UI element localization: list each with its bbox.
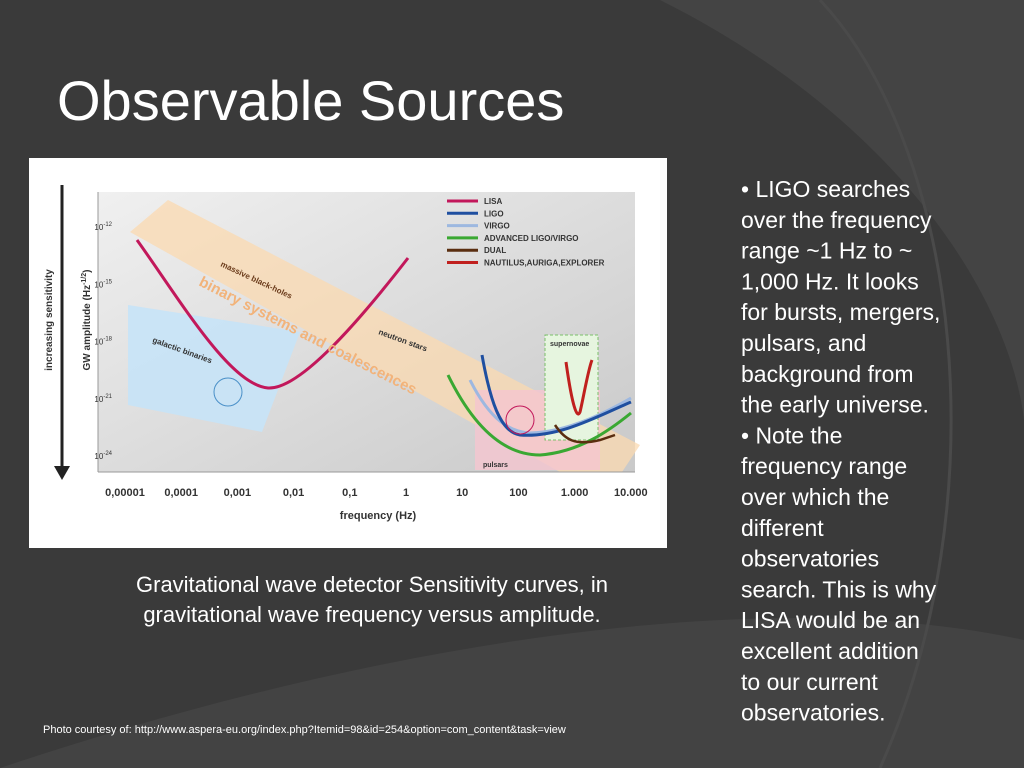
tick-base: 10	[94, 395, 103, 404]
credit: Photo courtesy of: http://www.aspera-eu.…	[43, 724, 566, 736]
bullet-line: over the frequency	[741, 207, 932, 233]
caption-line: Gravitational wave detector Sensitivity …	[136, 572, 608, 597]
x-tick-label: 10.000	[614, 487, 648, 499]
y-label: GW amplitude (Hz-1/2)	[81, 270, 93, 371]
bullet-line: • LIGO searches	[741, 176, 910, 202]
x-tick-label: 0,001	[224, 487, 252, 499]
bullet-line: frequency range	[741, 453, 907, 479]
bullet-line: to our current	[741, 669, 878, 695]
tick-exp: -18	[103, 337, 112, 343]
outer-y-label: increasing sensitivity	[44, 269, 55, 371]
y-label-exp: -1/2	[81, 273, 88, 285]
y-tick-label: 10-21	[94, 394, 112, 404]
legend-label: LISA	[484, 197, 502, 206]
legend-label: ADVANCED LIGO/VIRGO	[484, 234, 579, 243]
galactic-region	[128, 305, 300, 432]
legend-label: NAUTILUS,AURIGA,EXPLORER	[484, 259, 605, 268]
x-tick-label: 0,1	[342, 487, 357, 499]
swoosh-line	[818, 0, 953, 768]
x-tick-label: 10	[456, 487, 468, 499]
arrow-head	[54, 466, 70, 480]
bullet-line: LISA would be an	[741, 607, 920, 633]
x-tick-label: 0,01	[283, 487, 304, 499]
region-label: pulsars	[483, 462, 508, 469]
ligo-curve	[480, 354, 632, 437]
pulsar-icon	[505, 405, 535, 435]
swoosh	[660, 0, 1024, 420]
nautilus-curve	[564, 359, 594, 416]
x-tick-label: 100	[509, 487, 527, 499]
y-tick-label: 10-18	[94, 337, 112, 347]
lisa-curve	[135, 239, 410, 390]
y-label-text: GW amplitude (Hz	[82, 285, 93, 371]
bullet-line: search. This is why	[741, 576, 937, 602]
bullet-line: the early universe.	[741, 392, 929, 418]
bullet-line: pulsars, and	[741, 330, 866, 356]
x-tick-label: 1.000	[561, 487, 589, 499]
bullet-line: 1,000 Hz. It looks	[741, 268, 919, 294]
slide-title: Observable Sources	[57, 69, 564, 132]
region-label: supernovae	[550, 341, 589, 348]
x-tick-label: 0,00001	[105, 487, 145, 499]
bullet-line: • Note the	[741, 422, 842, 448]
figure: increasing sensitivity GW amplitude (Hz-…	[29, 158, 667, 548]
bullet-line: over which the	[741, 484, 889, 510]
bullet-line: different	[741, 515, 824, 541]
y-label-end: )	[82, 270, 93, 273]
y-tick-label: 10-24	[94, 451, 112, 461]
tick-base: 10	[94, 452, 103, 461]
tick-base: 10	[94, 280, 103, 289]
x-label: frequency (Hz)	[340, 510, 417, 522]
legend-label: VIRGO	[484, 222, 510, 231]
virgo-curve	[468, 379, 632, 435]
bullet-line: for bursts, mergers,	[741, 299, 940, 325]
caption-line: gravitational wave frequency versus ampl…	[143, 602, 600, 627]
x-tick-label: 0,0001	[164, 487, 198, 499]
tick-exp: -15	[103, 279, 112, 285]
tick-base: 10	[94, 338, 103, 347]
y-tick-label: 10-12	[94, 222, 112, 232]
legend-label: LIGO	[484, 209, 504, 218]
tick-base: 10	[94, 223, 103, 232]
legend-label: DUAL	[484, 246, 506, 255]
y-tick-label: 10-15	[94, 279, 112, 289]
binary-icon	[213, 377, 243, 407]
bullet-line: background from	[741, 361, 914, 387]
tick-exp: -12	[103, 222, 112, 228]
tick-exp: -24	[103, 451, 112, 457]
bullet-line: excellent addition	[741, 638, 919, 664]
bullet-line: range ~1 Hz to ~	[741, 238, 912, 264]
x-tick-label: 1	[403, 487, 409, 499]
tick-exp: -21	[103, 394, 112, 400]
bullet-line: observatories.	[741, 700, 885, 726]
bullet-line: observatories	[741, 546, 879, 572]
advanced-curve	[446, 374, 632, 457]
dual-curve	[553, 424, 616, 444]
swoosh	[0, 618, 1024, 768]
